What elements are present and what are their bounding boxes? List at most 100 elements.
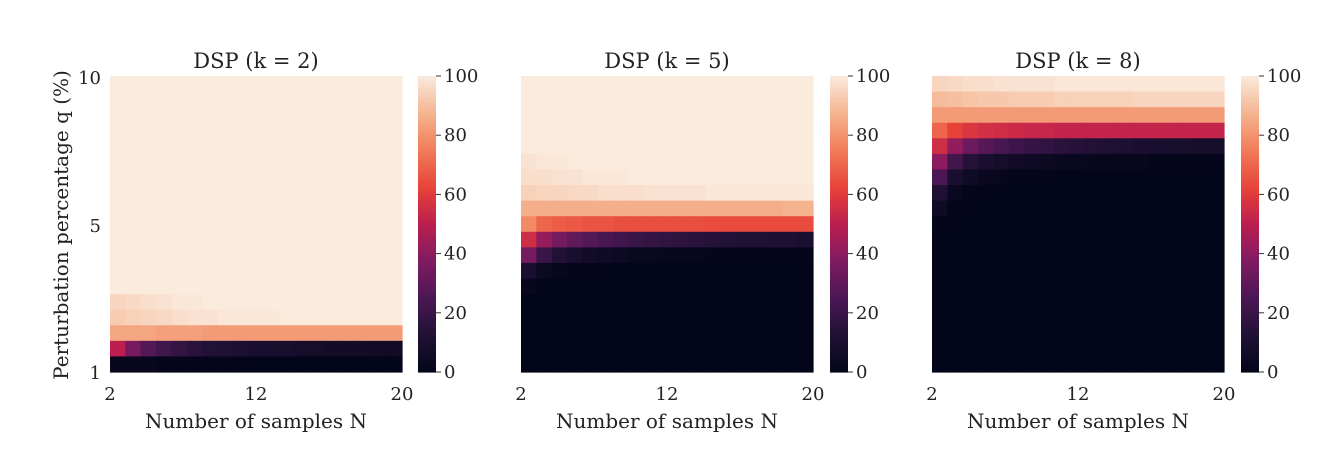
- heatmap-cell: [1039, 122, 1056, 139]
- heatmap-cell: [567, 309, 584, 326]
- heatmap-cell: [1177, 200, 1194, 217]
- heatmap-cell: [340, 278, 357, 295]
- heatmap-cell: [932, 356, 948, 373]
- heatmap-cell: [551, 356, 568, 373]
- heatmap-cell: [582, 325, 599, 342]
- heatmap-cell: [110, 216, 126, 233]
- heatmap-cell: [1116, 216, 1133, 233]
- colorbar-ticks: 0 20 40 60 80 100: [848, 66, 890, 383]
- colorbar-segment: [830, 182, 848, 187]
- heatmap-cell: [551, 340, 568, 358]
- heatmap-cell: [125, 216, 142, 233]
- colorbar-segment: [830, 99, 848, 104]
- colorbar-segment: [1241, 357, 1259, 361]
- heatmap-cell: [536, 169, 553, 186]
- colorbar-segment: [418, 108, 436, 113]
- heatmap-cell: [597, 325, 614, 342]
- heatmap-cell: [1024, 138, 1041, 155]
- heatmap-cell: [202, 153, 219, 171]
- heatmap-cell: [597, 294, 614, 311]
- heatmap-cell: [1208, 278, 1225, 295]
- colorbar-segment: [830, 84, 848, 89]
- colorbar-tick-label: 20: [444, 303, 467, 324]
- colorbar-segment: [830, 268, 848, 272]
- heatmap-cell: [1131, 356, 1148, 373]
- colorbar-segment: [830, 93, 848, 98]
- heatmap-cell: [551, 153, 568, 171]
- heatmap-cell: [125, 309, 142, 326]
- colorbar-segment: [830, 212, 848, 216]
- colorbar-segment: [830, 197, 848, 201]
- heatmap-cell: [279, 309, 296, 326]
- heatmap-cell: [797, 356, 814, 373]
- heatmap-cell: [1024, 294, 1041, 311]
- heatmap-cell: [521, 262, 537, 280]
- heatmap-cell: [1162, 294, 1179, 311]
- heatmap-cell: [962, 247, 979, 264]
- colorbar-segment: [418, 324, 436, 329]
- heatmap-cell: [674, 76, 691, 93]
- heatmap-cell: [294, 91, 311, 108]
- heatmap-cell: [1147, 247, 1164, 264]
- colorbar-segment: [830, 235, 848, 240]
- heatmap-cell: [1054, 216, 1071, 233]
- heatmap-cell: [232, 216, 249, 233]
- heatmap-cell: [613, 200, 630, 217]
- heatmap-cell: [1208, 231, 1225, 248]
- heatmap-cell: [628, 262, 645, 280]
- heatmap-cell: [263, 185, 280, 202]
- heatmap-cell: [766, 91, 783, 108]
- heatmap-cell: [690, 138, 707, 155]
- heatmap-cell: [1208, 356, 1225, 373]
- heatmap-cell: [521, 309, 537, 326]
- heatmap-cell: [751, 262, 768, 280]
- colorbar-segment: [830, 81, 848, 86]
- heatmap-cell: [1054, 169, 1071, 186]
- heatmap-cell: [782, 185, 799, 202]
- heatmap-cell: [659, 309, 676, 326]
- colorbar-segment: [830, 360, 848, 364]
- heatmap-cell: [551, 216, 568, 233]
- heatmap-cell: [582, 200, 599, 217]
- colorbar-segment: [1241, 170, 1259, 175]
- heatmap-cell: [371, 340, 388, 358]
- heatmap-cell: [536, 76, 553, 93]
- heatmap-cell: [371, 138, 388, 155]
- heatmap-cell: [797, 309, 814, 326]
- heatmap-cell: [1193, 356, 1210, 373]
- heatmap-cell: [582, 107, 599, 124]
- heatmap-cell: [294, 356, 311, 373]
- heatmap-cell: [371, 278, 388, 295]
- colorbar-segment: [418, 111, 436, 116]
- heatmap-cell: [962, 340, 979, 358]
- heatmap-cell: [1101, 216, 1118, 233]
- heatmap-cell: [1147, 200, 1164, 217]
- heatmap-cell: [521, 185, 537, 202]
- heatmap-cell: [932, 169, 948, 186]
- heatmap-cell: [355, 294, 372, 311]
- heatmap-cell: [232, 231, 249, 248]
- colorbar-segment: [418, 93, 436, 98]
- heatmap-cell: [309, 122, 326, 139]
- heatmap-cell: [628, 309, 645, 326]
- heatmap-cell: [309, 153, 326, 171]
- heatmap-cell: [643, 247, 660, 264]
- colorbar-segment: [1241, 241, 1259, 246]
- colorbar-tick-label: 60: [856, 184, 879, 205]
- colorbar-segment: [1241, 87, 1259, 92]
- heatmap-cell: [1024, 278, 1041, 295]
- heatmap-cell: [720, 309, 737, 326]
- heatmap-cell: [932, 138, 948, 155]
- heatmap-cell: [1085, 91, 1102, 108]
- colorbar-segment: [418, 357, 436, 361]
- colorbar-segment: [830, 244, 848, 249]
- heatmap-cell: [551, 309, 568, 326]
- heatmap-cell: [720, 107, 737, 124]
- heatmap-cell: [140, 185, 157, 202]
- heatmap-cell: [1070, 185, 1087, 202]
- heatmap-cell: [736, 309, 753, 326]
- colorbar-segment: [418, 191, 436, 195]
- heatmap-cell: [325, 138, 342, 155]
- colorbar-segment: [830, 241, 848, 246]
- heatmap-cell: [386, 262, 403, 280]
